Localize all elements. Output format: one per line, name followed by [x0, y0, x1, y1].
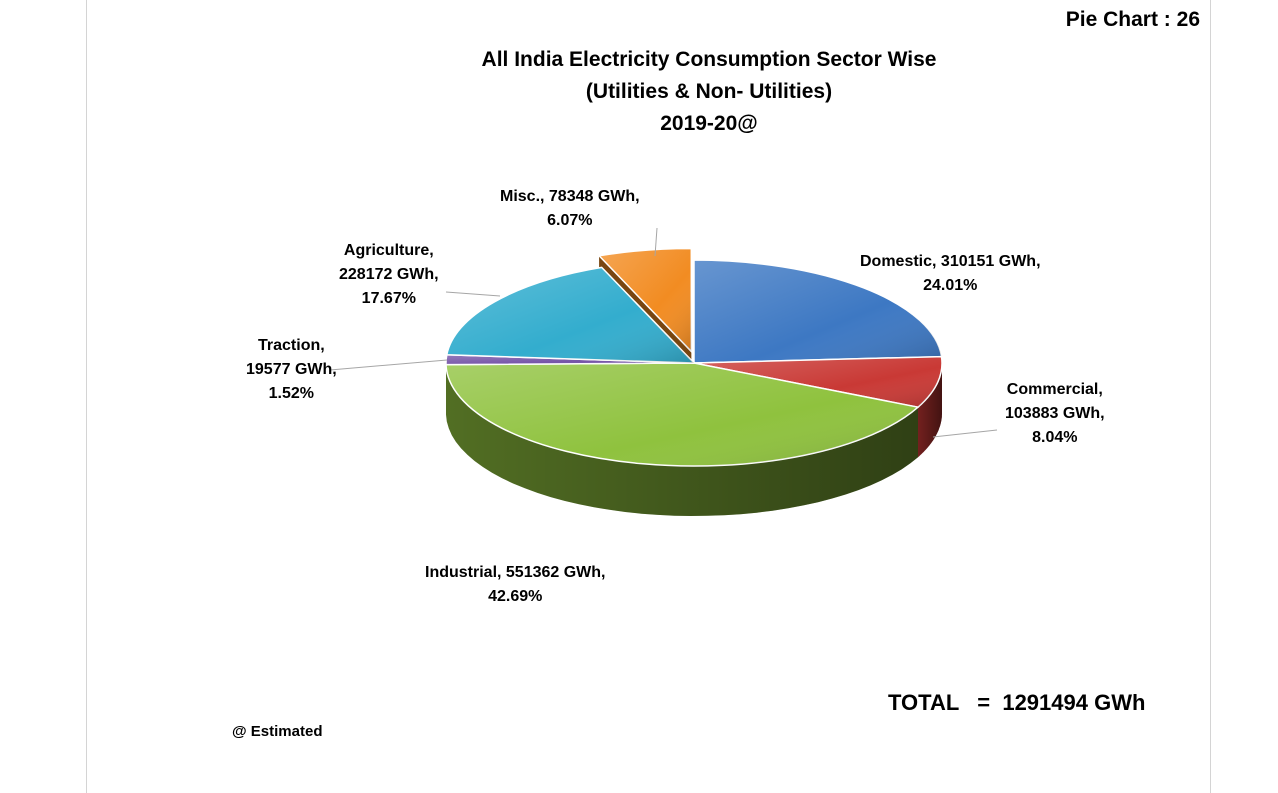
- page-border-left: [86, 0, 87, 793]
- slice-label-industrial: Industrial, 551362 GWh, 42.69%: [425, 564, 606, 605]
- total-value: 1291494 GWh: [1002, 690, 1146, 715]
- slice-gloss-commercial: [694, 356, 942, 408]
- leader-line-misc: [654, 227, 658, 257]
- leader-line-traction: [329, 359, 448, 371]
- slice-gloss-misc: [599, 248, 692, 352]
- slice-label-commercial: Commercial, 103883 GWh, 8.04%: [1005, 381, 1105, 446]
- total-equals: =: [977, 690, 991, 715]
- slice-label-misc: Misc., 78348 GWh, 6.07%: [500, 188, 640, 229]
- slice-gloss-agriculture: [446, 267, 694, 363]
- leader-line-commercial: [932, 429, 998, 438]
- chart-subtitle: (Utilities & Non- Utilities): [585, 80, 833, 103]
- pie-tops: [445, 247, 943, 467]
- slice-label-traction: Traction, 19577 GWh, 1.52%: [246, 337, 337, 402]
- slice-label-domestic: Domestic, 310151 GWh, 24.01%: [860, 253, 1041, 294]
- total-label: TOTAL: [888, 690, 959, 715]
- slice-gloss-industrial: [446, 363, 918, 467]
- page-border-right: [1210, 0, 1211, 793]
- chart-period: 2019-20@: [660, 112, 758, 135]
- chart-number: Pie Chart : 26: [1065, 8, 1200, 31]
- footnote: @ Estimated: [232, 723, 323, 740]
- slice-label-agriculture: Agriculture, 228172 GWh, 17.67%: [339, 242, 439, 307]
- slice-side-shade-industrial: [446, 364, 918, 516]
- leader-line-agriculture: [445, 291, 501, 297]
- slice-gloss-domestic: [694, 260, 942, 363]
- chart-title: All India Electricity Consumption Sector…: [481, 48, 937, 71]
- chart-title-block: All India Electricity Consumption Sector…: [0, 44, 1278, 140]
- total-line: TOTAL = 1291494 GWh: [888, 690, 1145, 716]
- leader-lines: [329, 227, 998, 438]
